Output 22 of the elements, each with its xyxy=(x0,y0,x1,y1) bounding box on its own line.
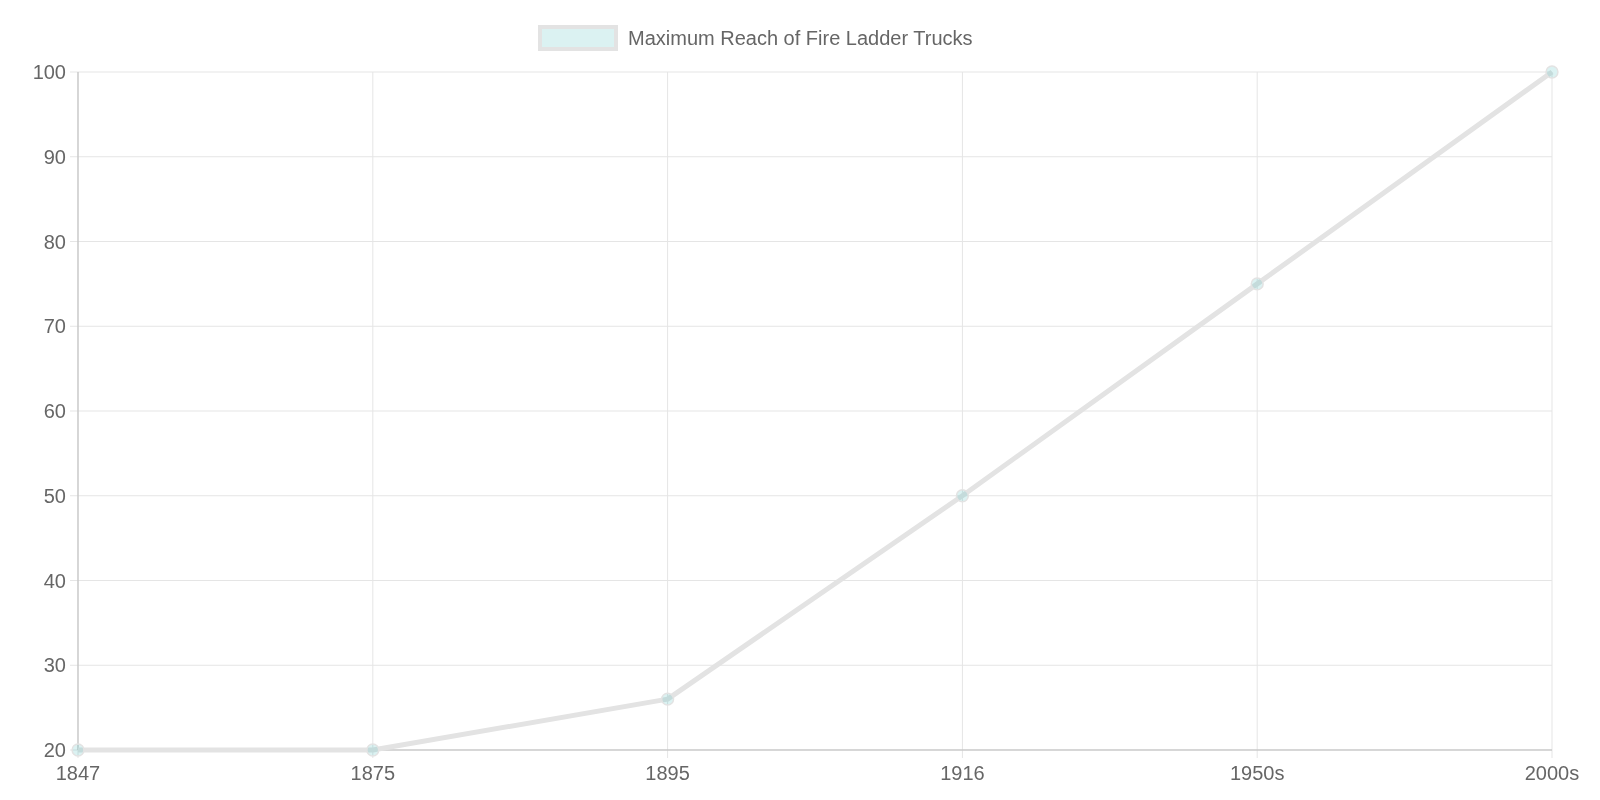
point xyxy=(1250,277,1264,291)
point xyxy=(955,489,970,503)
point xyxy=(366,743,380,757)
x-tick-label: 1916 xyxy=(940,762,985,784)
y-tick-label: 30 xyxy=(43,654,66,677)
y-tick-label: 60 xyxy=(43,400,66,422)
point xyxy=(660,692,675,706)
legend-label: Maximum Reach of Fire Ladder Trucks xyxy=(628,27,973,49)
y-tick-label: 80 xyxy=(43,230,66,253)
y-tick-label: 50 xyxy=(43,484,66,507)
y-tick-label: 100 xyxy=(32,61,66,83)
x-tick-label: 2000s xyxy=(1524,762,1580,784)
y-tick-label: 40 xyxy=(43,569,66,592)
x-tick-label: 1950s xyxy=(1229,762,1285,784)
y-tick-label: 20 xyxy=(43,739,66,761)
point xyxy=(1545,65,1559,79)
x-tick-label: 1895 xyxy=(645,762,690,784)
x-tick-label: 1875 xyxy=(350,762,396,784)
y-tick-label: 70 xyxy=(43,315,66,338)
y-tick-label: 90 xyxy=(43,145,66,168)
point xyxy=(71,743,85,757)
x-tick-label: 1847 xyxy=(55,762,101,784)
